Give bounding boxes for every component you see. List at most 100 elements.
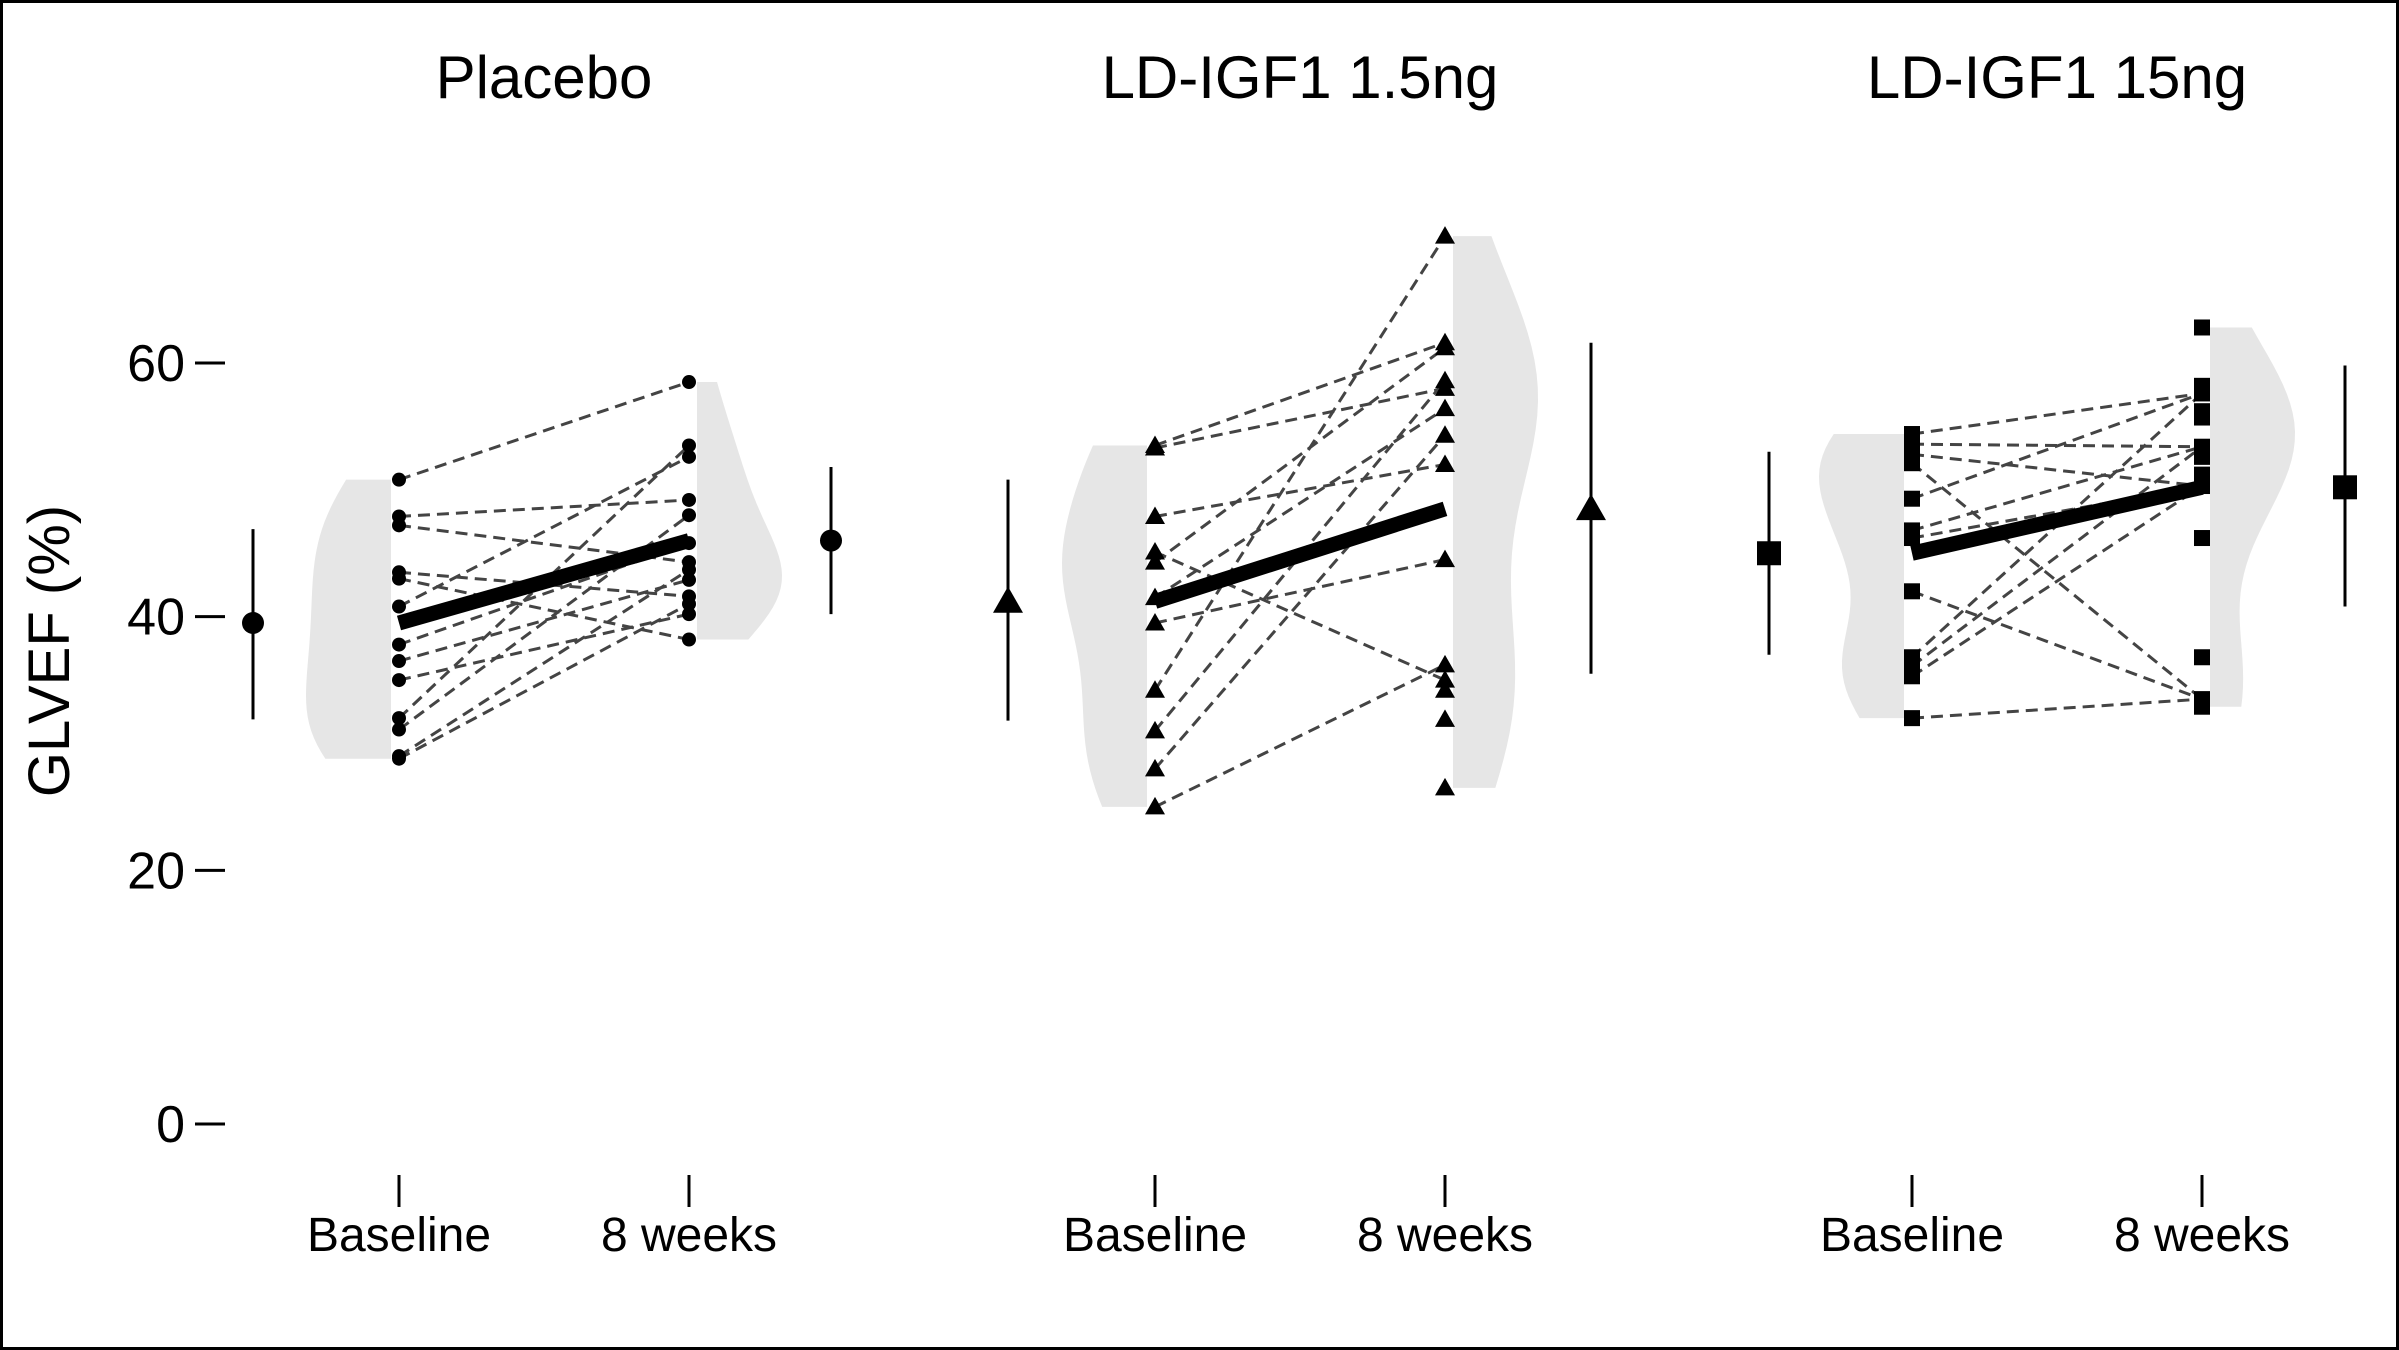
week8-point [682, 607, 696, 622]
paired-line [1154, 558, 1446, 625]
baseline-point [392, 518, 406, 533]
week8-point [682, 438, 696, 453]
baseline-point [392, 571, 406, 586]
paired-line [398, 498, 690, 518]
baseline-point [392, 599, 406, 614]
baseline-summary-mean-point [993, 586, 1023, 613]
baseline-point [1145, 758, 1165, 777]
paired-line [1911, 392, 2203, 501]
baseline-point [1145, 613, 1165, 631]
week8-point [682, 536, 696, 551]
baseline-point [1904, 710, 1920, 727]
y-axis-title: GLVEF (%) [17, 505, 82, 797]
baseline-point [1145, 541, 1165, 560]
paired-line [1911, 589, 2203, 701]
mean-change-line [396, 533, 692, 631]
y-tick-label: 40 [127, 589, 185, 647]
paired-line [398, 612, 690, 682]
week8-summary-mean-point [820, 529, 842, 552]
week8-point [1435, 378, 1455, 396]
paired-line [398, 380, 690, 482]
baseline-violin [1062, 445, 1147, 807]
baseline-point [392, 711, 406, 726]
baseline-point [1145, 506, 1165, 524]
panel-title: LD-IGF1 15ng [1867, 44, 2247, 111]
week8-point [682, 508, 696, 523]
baseline-point [392, 751, 406, 766]
baseline-point [1904, 583, 1920, 600]
x-tick-label: 8 weeks [601, 1209, 777, 1262]
baseline-point [392, 673, 406, 688]
week8-point [682, 632, 696, 647]
y-axis: 0 20 40 60 [127, 335, 225, 1154]
paired-line [1911, 442, 2203, 449]
week8-point [682, 572, 696, 587]
x-tick-label: 8 weeks [1357, 1209, 1533, 1262]
baseline-point [1904, 455, 1920, 472]
week8-point [1435, 549, 1455, 568]
paired-line [1154, 462, 1446, 518]
baseline-point [1904, 530, 1920, 547]
paired-line [1154, 341, 1446, 447]
week8-summary-mean-point [1576, 493, 1606, 521]
panels: Placebo Baseline 8 weeks LD-IGF1 1.5ng Basel… [242, 44, 2357, 1262]
baseline-point [392, 472, 406, 487]
baseline-point [1145, 720, 1165, 739]
week8-point [1435, 398, 1455, 417]
paired-line [398, 578, 690, 663]
paired-line [1154, 346, 1446, 564]
baseline-point [1145, 587, 1165, 606]
week8-violin [1453, 236, 1538, 788]
y-tick-label: 0 [156, 1096, 185, 1154]
paired-line [1154, 663, 1446, 809]
y-tick-label: 60 [127, 335, 185, 393]
week8-point [2194, 319, 2210, 336]
baseline-point [392, 637, 406, 652]
panel: LD-IGF1 15ng Baseline 8 weeks [1757, 44, 2357, 1262]
week8-point [2194, 649, 2210, 666]
paired-line [398, 570, 690, 598]
paired-line [1911, 697, 2203, 720]
week8-point [682, 449, 696, 464]
x-tick-label: 8 weeks [2114, 1209, 2290, 1262]
week8-point [1435, 680, 1455, 698]
paired-line [1911, 452, 2203, 488]
panel-title: Placebo [436, 44, 653, 111]
mean-change-line [1910, 479, 2204, 561]
paired-line [1911, 445, 2203, 668]
paired-line [1154, 550, 1446, 682]
week8-point [2194, 478, 2210, 495]
paired-line [398, 602, 690, 761]
panel: LD-IGF1 1.5ng Baseline 8 weeks [993, 44, 1606, 1262]
baseline-point [1145, 552, 1165, 570]
week8-point [1435, 777, 1455, 796]
week8-point [682, 562, 696, 577]
panel-title: LD-IGF1 1.5ng [1102, 44, 1499, 111]
week8-summary-mean-point [2333, 475, 2357, 500]
paired-line [1911, 445, 2203, 532]
baseline-point [1145, 796, 1165, 815]
baseline-point [1145, 680, 1165, 698]
paired-line [1911, 484, 2203, 678]
week8-point [1435, 425, 1455, 443]
week8-point [2194, 448, 2210, 465]
paired-line [398, 513, 690, 731]
baseline-point [1145, 437, 1165, 456]
baseline-point [1904, 668, 1920, 685]
baseline-summary-mean-point [242, 612, 264, 635]
week8-point [2194, 530, 2210, 547]
week8-point [1435, 226, 1455, 244]
week8-point [682, 596, 696, 611]
week8-violin [697, 382, 782, 640]
week8-point [1435, 654, 1455, 673]
y-tick-label: 20 [127, 842, 185, 900]
week8-point [1435, 337, 1455, 356]
baseline-violin [306, 479, 391, 759]
week8-point [2194, 385, 2210, 402]
paired-line [1911, 462, 2203, 701]
baseline-violin [1819, 434, 1904, 719]
paired-line [398, 568, 690, 758]
baseline-point [1904, 490, 1920, 507]
baseline-point [392, 722, 406, 737]
